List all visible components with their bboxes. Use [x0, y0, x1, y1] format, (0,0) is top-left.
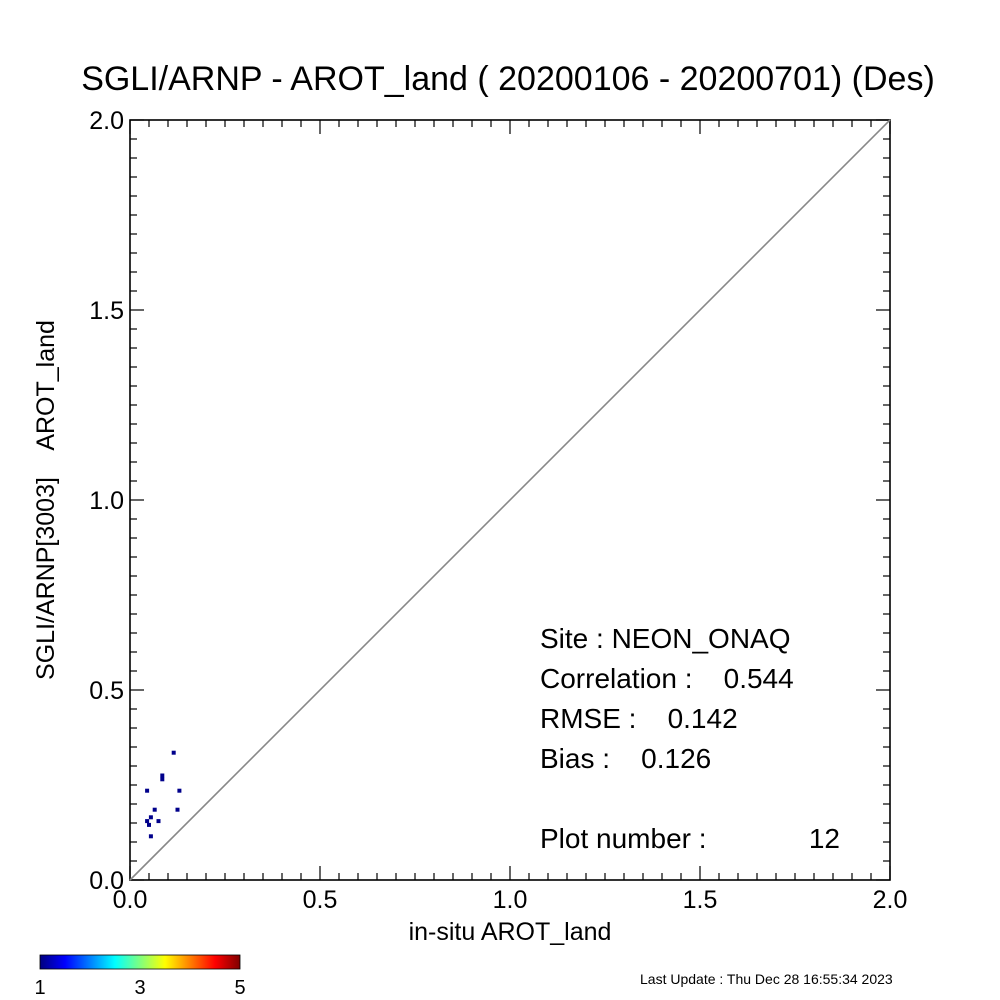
x-tick-label: 0.0 — [113, 886, 148, 914]
data-point — [148, 815, 153, 820]
y-tick-label: 0.5 — [89, 677, 124, 705]
x-axis-label: in-situ AROT_land — [409, 918, 612, 946]
stats-box: Site : NEON_ONAQ Correlation : 0.544 RMS… — [540, 623, 840, 854]
data-point — [175, 807, 180, 812]
last-update-footer: Last Update : Thu Dec 28 16:55:34 2023 — [640, 971, 893, 987]
data-points — [145, 750, 182, 839]
x-tick-label: 0.5 — [303, 886, 338, 914]
one-to-one-line — [129, 119, 891, 881]
stats-correlation: Correlation : 0.544 — [540, 663, 794, 694]
x-tick-label: 1.0 — [493, 886, 528, 914]
colorbar-label-min: 1 — [34, 977, 45, 999]
colorbar-label-max: 5 — [234, 977, 245, 999]
stats-plot-number-value: 12 — [809, 823, 840, 854]
y-tick-label: 2.0 — [89, 107, 124, 135]
axis-ticks — [129, 119, 891, 881]
data-point — [156, 819, 161, 824]
y-tick-label: 1.0 — [89, 487, 124, 515]
colorbar: 1 3 5 — [34, 954, 246, 999]
tick-labels: 0.0 0.5 1.0 1.5 2.0 0.0 0.5 1.0 1.5 2.0 — [89, 107, 907, 914]
data-point — [177, 788, 182, 793]
stats-site: Site : NEON_ONAQ — [540, 623, 791, 654]
data-point — [160, 773, 165, 778]
colorbar-gradient — [39, 954, 241, 970]
data-point — [147, 822, 151, 827]
data-point — [148, 834, 153, 839]
data-point — [171, 750, 176, 755]
data-point — [152, 807, 157, 812]
data-point — [145, 788, 150, 793]
x-tick-label: 2.0 — [873, 886, 908, 914]
y-tick-label: 1.5 — [89, 297, 124, 325]
y-axis-label: SGLI/ARNP[3003] AROT_land — [32, 320, 60, 680]
stats-plot-number-label: Plot number : — [540, 823, 707, 854]
data-point — [145, 819, 150, 824]
colorbar-label-mid: 3 — [134, 977, 145, 999]
chart-title: SGLI/ARNP - AROT_land ( 20200106 - 20200… — [81, 60, 935, 98]
stats-rmse: RMSE : 0.142 — [540, 703, 738, 734]
x-tick-label: 1.5 — [683, 886, 718, 914]
data-point — [160, 777, 165, 782]
stats-bias: Bias : 0.126 — [540, 743, 711, 774]
y-tick-label: 0.0 — [89, 867, 124, 895]
